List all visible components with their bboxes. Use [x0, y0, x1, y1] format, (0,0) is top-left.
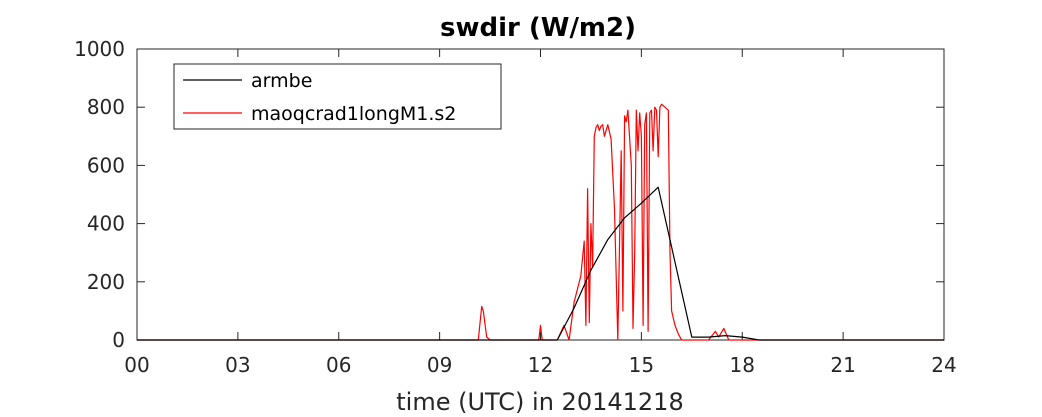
- x-tick-label: 12: [528, 353, 553, 377]
- y-tick-label: 0: [112, 328, 125, 352]
- series-layer: [137, 103, 944, 341]
- legend-label-maoqcrad1longM1: maoqcrad1longM1.s2: [251, 103, 456, 125]
- x-tick-label: 18: [730, 353, 755, 377]
- x-tick-label: 09: [427, 353, 452, 377]
- x-tick-label: 00: [124, 353, 149, 377]
- tick-labels: 00 03 06 09 12 15 18 21 24 0 200 400 600 800 1000: [74, 37, 957, 377]
- x-tick-label: 24: [931, 353, 956, 377]
- series-line-armbe: [137, 186, 944, 341]
- y-tick-label: 200: [87, 270, 125, 294]
- legend-label-armbe: armbe: [251, 70, 312, 92]
- x-tick-label: 06: [326, 353, 351, 377]
- legend-box: [173, 63, 502, 130]
- y-tick-label: 1000: [74, 37, 125, 61]
- y-tick-label: 400: [87, 212, 125, 236]
- legend: armbe maoqcrad1longM1.s2: [173, 63, 502, 130]
- x-tick-label: 03: [225, 353, 250, 377]
- x-tick-label: 15: [629, 353, 654, 377]
- y-tick-label: 600: [87, 153, 125, 177]
- x-tick-label: 21: [830, 353, 855, 377]
- x-axis-label: time (UTC) in 20141218: [396, 388, 683, 416]
- chart-title: swdir (W/m2): [440, 13, 636, 43]
- y-tick-label: 800: [87, 95, 125, 119]
- series-line-maoqcrad1longM1: [137, 103, 944, 341]
